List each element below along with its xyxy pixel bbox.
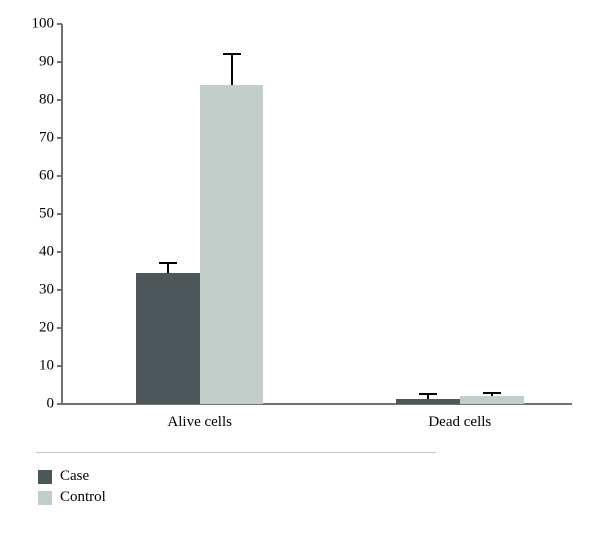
legend-label: Case — [60, 468, 89, 485]
legend-item: Case — [38, 468, 106, 485]
y-tick — [57, 213, 62, 215]
x-tick-label: Alive cells — [167, 414, 232, 431]
bar-case — [136, 273, 200, 404]
bar-control — [200, 85, 264, 404]
plot-area: 0102030405060708090100Alive cellsDead ce… — [62, 24, 572, 404]
y-tick — [57, 23, 62, 25]
y-tick — [57, 365, 62, 367]
bar-control — [460, 396, 524, 404]
error-bar — [231, 54, 233, 84]
y-tick-label: 40 — [39, 244, 54, 261]
error-cap — [419, 393, 437, 395]
y-tick — [57, 327, 62, 329]
y-tick — [57, 137, 62, 139]
legend-swatch — [38, 491, 52, 505]
y-tick — [57, 99, 62, 101]
y-tick — [57, 403, 62, 405]
y-tick-label: 50 — [39, 206, 54, 223]
legend-swatch — [38, 470, 52, 484]
y-tick-label: 90 — [39, 54, 54, 71]
error-cap — [483, 392, 501, 394]
legend-divider — [36, 452, 436, 453]
y-tick — [57, 251, 62, 253]
error-cap — [159, 262, 177, 264]
y-tick-label: 70 — [39, 130, 54, 147]
figure: 0 10 20 30 40 50 60 70 80 90 100 Alive cells Dead ce… — [0, 0, 600, 544]
y-tick-label: 80 — [39, 92, 54, 109]
y-tick-label: 0 — [47, 396, 55, 413]
y-tick — [57, 61, 62, 63]
y-tick — [57, 175, 62, 177]
y-tick-label: 10 — [39, 358, 54, 375]
y-tick-label: 60 — [39, 168, 54, 185]
legend-label: Control — [60, 489, 106, 506]
y-tick — [57, 289, 62, 291]
y-tick-label: 100 — [32, 16, 55, 33]
y-tick-label: 20 — [39, 320, 54, 337]
legend: Case Control — [38, 468, 106, 510]
bar-case — [396, 399, 460, 404]
x-tick-label: Dead cells — [428, 414, 491, 431]
legend-item: Control — [38, 489, 106, 506]
y-tick-label: 30 — [39, 282, 54, 299]
error-cap — [223, 53, 241, 55]
error-bar — [167, 263, 169, 273]
